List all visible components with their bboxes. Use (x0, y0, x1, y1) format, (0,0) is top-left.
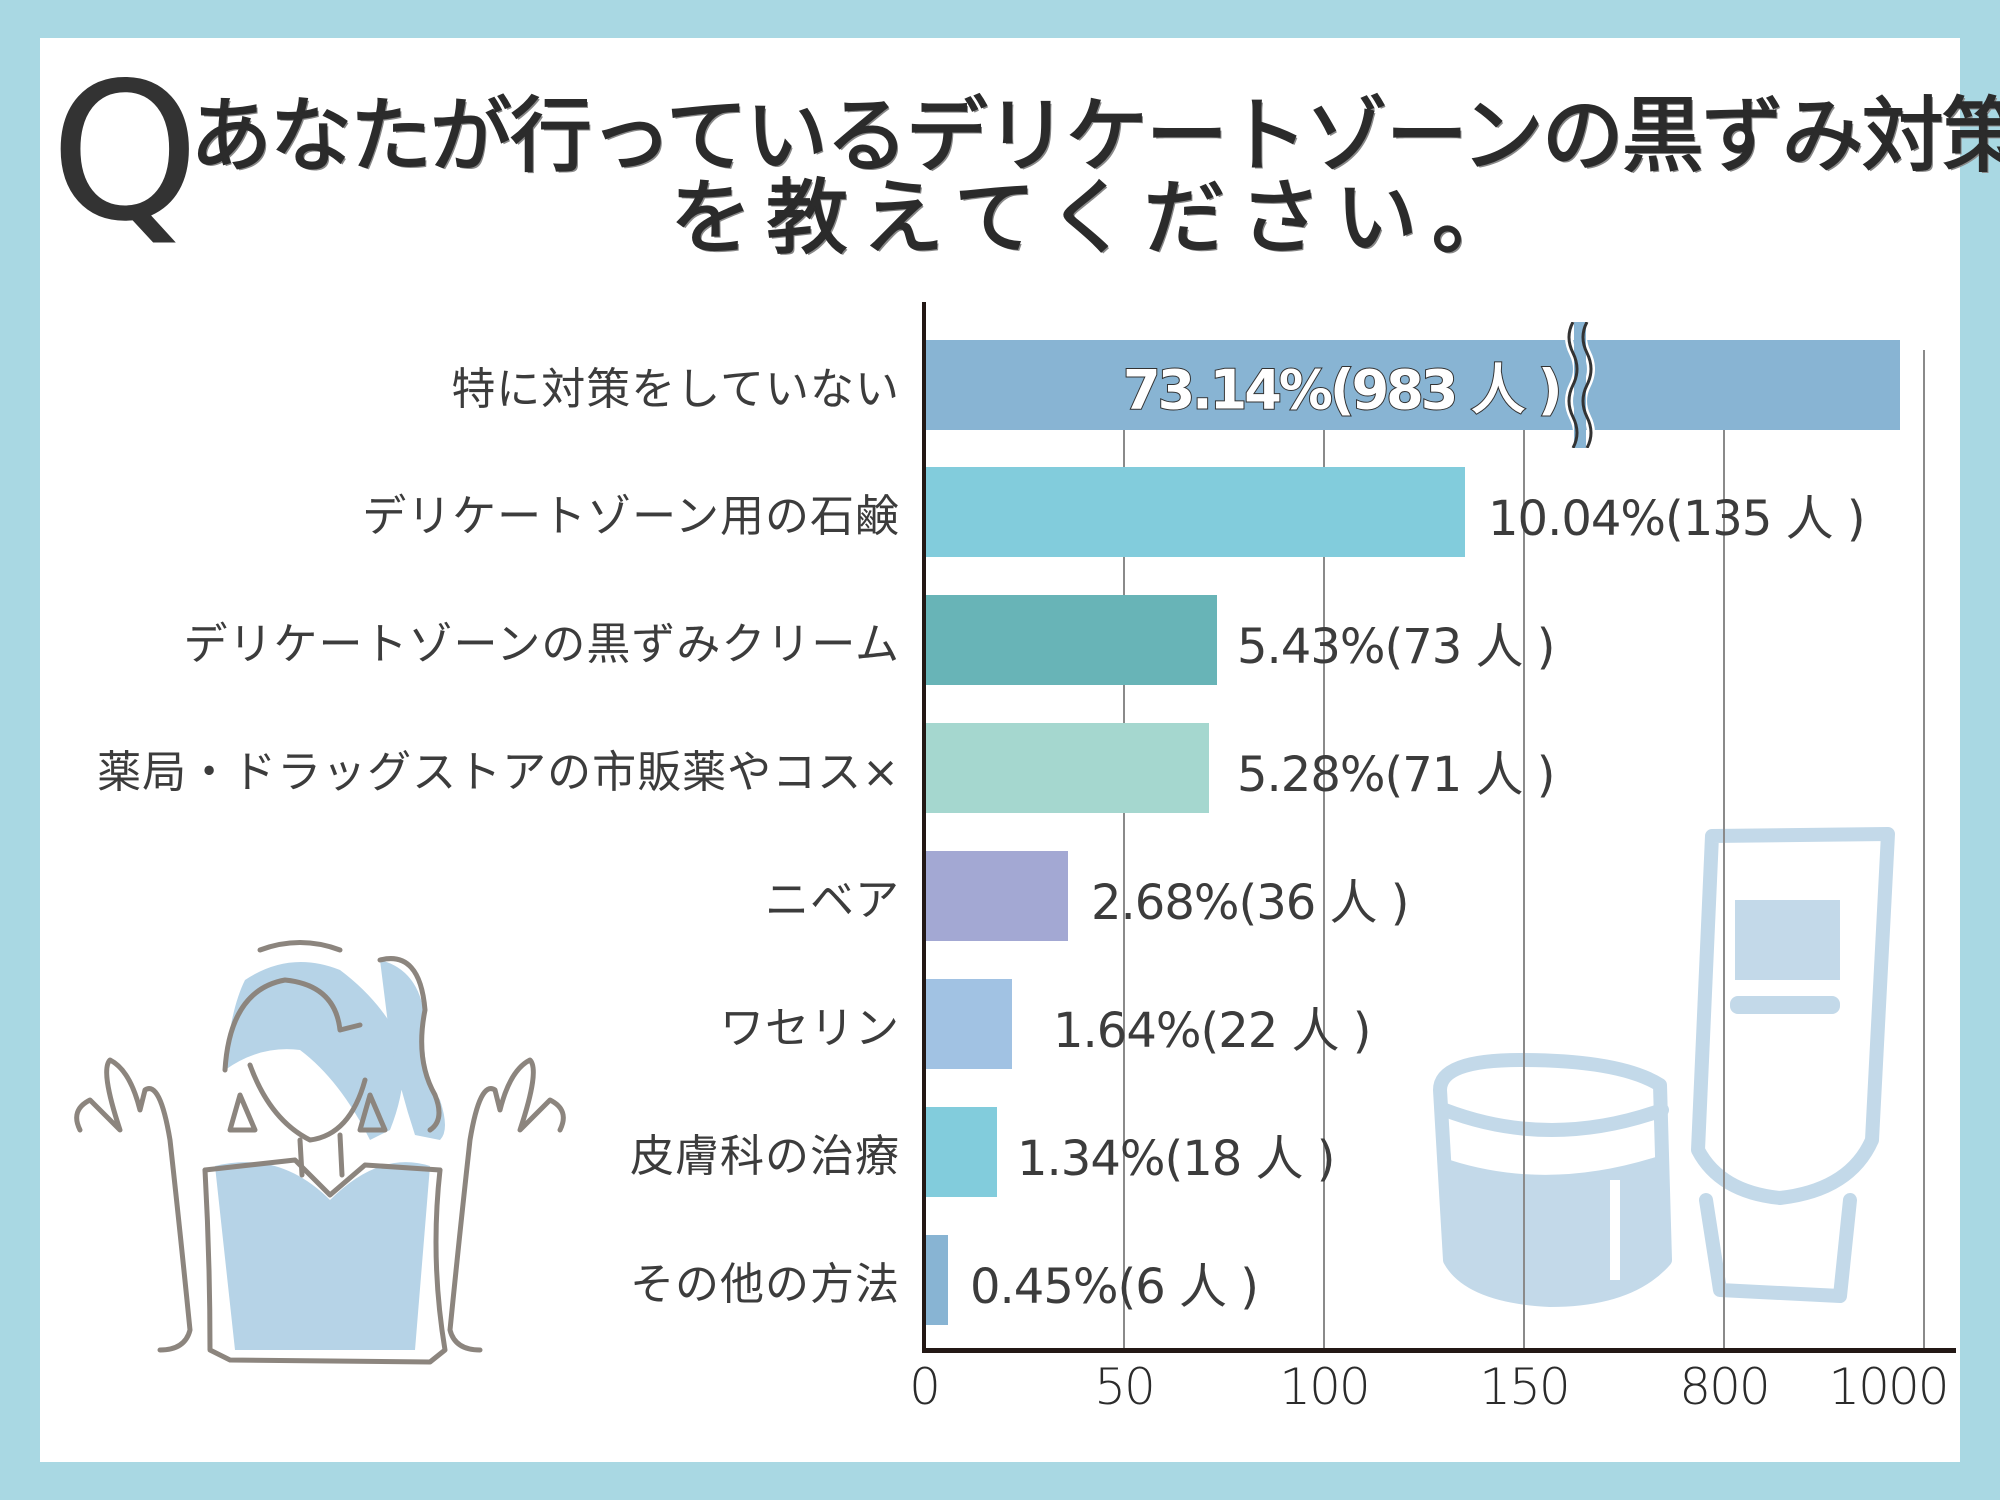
gridline-1000 (1923, 350, 1925, 1348)
x-tick: 50 (1094, 1358, 1156, 1416)
bar-other (926, 1235, 948, 1325)
category-label: 薬局・ドラッグストアの市販薬やコス× (97, 747, 900, 798)
bar-no-measures (926, 340, 1900, 430)
data-label: 1.64%(22 人 ) (1053, 1003, 1372, 1059)
gridline-50 (1123, 350, 1125, 1348)
x-axis (922, 1348, 1956, 1353)
gridline-150 (1523, 350, 1525, 1348)
bar-nivea (926, 851, 1068, 941)
category-label: 特に対策をしていない (451, 364, 900, 415)
data-label: 73.14%(983 人 ) (1122, 358, 1564, 423)
y-axis (922, 302, 926, 1352)
category-label: デリケートゾーンの黒ずみクリーム (183, 619, 900, 670)
question-mark-q: Q (50, 42, 200, 263)
woman-raising-hands-icon (74, 940, 566, 1365)
x-tick: 100 (1279, 1358, 1370, 1416)
category-label: その他の方法 (630, 1259, 900, 1310)
bar-vaseline (926, 979, 1012, 1069)
category-label: 皮膚科の治療 (630, 1131, 900, 1182)
title-line-2: を教えてください。 (669, 171, 1528, 266)
title-line-1: あなたが行っているデリケートゾーンの黒ずみ対策 (189, 89, 2000, 184)
x-tick: 150 (1479, 1358, 1570, 1416)
x-tick: 800 (1679, 1358, 1770, 1416)
data-label: 5.43%(73 人 ) (1237, 619, 1556, 675)
axis-break-icon (1565, 322, 1595, 448)
category-label: デリケートゾーン用の石鹸 (362, 491, 900, 542)
data-label: 5.28%(71 人 ) (1237, 747, 1556, 803)
x-tick: 1000 (1828, 1358, 1949, 1416)
bar-darkening-cream (926, 595, 1217, 685)
data-label: 0.45%(6 人 ) (970, 1259, 1259, 1315)
cream-jar-and-tube-icon (1433, 827, 1895, 1307)
bar-delicate-soap (926, 467, 1465, 557)
gridline-100 (1323, 350, 1325, 1348)
data-label: 2.68%(36 人 ) (1091, 875, 1410, 931)
category-label: ワセリン (720, 1003, 900, 1054)
bar-otc-cosmetics (926, 723, 1209, 813)
data-label: 1.34%(18 人 ) (1017, 1131, 1336, 1187)
bar-dermatology (926, 1107, 997, 1197)
category-label: ニベア (765, 875, 900, 926)
x-tick: 0 (909, 1358, 941, 1416)
gridline-800 (1723, 350, 1725, 1348)
data-label: 10.04%(135 人 ) (1488, 491, 1866, 547)
